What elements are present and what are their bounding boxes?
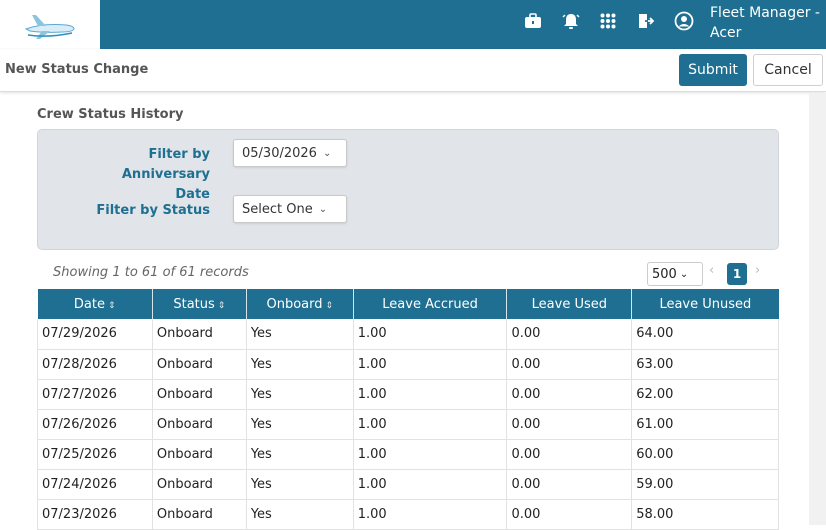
sort-icon: ⇕ [325,300,334,311]
leave-accrued-cell: 1.00 [353,379,508,410]
column-header-onboard[interactable]: Onboard ⇕ [246,289,354,319]
date-cell: 07/27/2026 [37,379,153,410]
airplane-logo-icon [24,14,75,39]
leave-accrued-cell: 1.00 [353,439,508,470]
onboard-cell: Yes [246,439,354,470]
leave-used-cell: 0.00 [506,319,633,350]
table-row[interactable]: 07/27/2026 Onboard Yes 1.00 0.00 62.00 [37,379,779,410]
leave-unused-cell: 62.00 [631,379,779,410]
cancel-button[interactable]: Cancel [753,54,823,86]
status-filter-value: Select One [242,201,313,217]
next-page-icon[interactable]: › [755,263,761,278]
crew-status-table: Date ⇕ Status ⇕ Onboard ⇕ Leave Accrued Lea… [37,289,779,530]
table-row[interactable]: 07/29/2026 Onboard Yes 1.00 0.00 64.00 [37,319,779,350]
leave-used-cell: 0.00 [506,379,633,410]
user-role-label: Fleet Manager - [710,5,820,21]
suitcase-icon[interactable] [523,11,543,31]
chevron-down-icon: ⌄ [679,268,689,280]
leave-unused-cell: 63.00 [631,349,779,380]
date-cell: 07/25/2026 [37,439,153,470]
leave-used-cell: 0.00 [506,439,633,470]
column-header-label: Date [73,296,105,312]
apps-grid-icon[interactable] [598,11,618,31]
alarm-bell-icon[interactable] [561,11,581,31]
page-title: New Status Change [5,62,149,77]
status-cell: Onboard [152,499,247,530]
column-header-status[interactable]: Status ⇕ [152,289,247,319]
section-title: Crew Status History [37,107,184,122]
onboard-cell: Yes [246,469,354,500]
table-row[interactable]: 07/24/2026 Onboard Yes 1.00 0.00 59.00 [37,469,779,500]
user-circle-icon[interactable] [674,11,694,31]
sort-icon: ⇕ [217,300,226,311]
column-header-leave-unused: Leave Unused [631,289,779,319]
leave-accrued-cell: 1.00 [353,349,508,380]
onboard-cell: Yes [246,349,354,380]
top-navbar: Fleet Manager - Acer [0,0,826,49]
column-header-date[interactable]: Date ⇕ [37,289,153,319]
previous-page-icon[interactable]: ‹ [709,263,715,278]
leave-unused-cell: 59.00 [631,469,779,500]
status-filter-select[interactable]: Select One ⌄ [233,195,347,223]
pagination-current-page[interactable]: 1 [727,263,747,285]
status-cell: Onboard [152,469,247,500]
onboard-cell: Yes [246,379,354,410]
user-menu[interactable]: Fleet Manager - Acer [710,3,826,43]
date-cell: 07/24/2026 [37,469,153,500]
table-header-row: Date ⇕ Status ⇕ Onboard ⇕ Leave Accrued Lea… [37,289,779,319]
status-cell: Onboard [152,409,247,440]
status-cell: Onboard [152,439,247,470]
page-size-value: 500 [652,266,677,282]
column-header-label: Onboard [266,296,323,312]
leave-used-cell: 0.00 [506,349,633,380]
page-size-select[interactable]: 500 ⌄ [647,262,703,286]
table-body: 07/29/2026 Onboard Yes 1.00 0.00 64.00 07/28/2… [37,319,779,530]
chevron-down-icon: ⌄ [322,147,332,159]
date-cell: 07/28/2026 [37,349,153,380]
vertical-scrollbar[interactable] [809,93,826,525]
status-cell: Onboard [152,349,247,380]
column-header-leave-accrued: Leave Accrued [353,289,508,319]
onboard-cell: Yes [246,409,354,440]
anniversary-date-value: 05/30/2026 [242,145,317,161]
table-row[interactable]: 07/26/2026 Onboard Yes 1.00 0.00 61.00 [37,409,779,440]
leave-accrued-cell: 1.00 [353,409,508,440]
leave-used-cell: 0.00 [506,409,633,440]
anniversary-label-line2: Date [175,187,210,202]
column-header-leave-used: Leave Used [506,289,633,319]
user-org-label: Acer [710,25,742,41]
submit-button[interactable]: Submit [679,54,747,86]
app-logo[interactable] [0,0,100,49]
page-toolbar: New Status Change Submit Cancel [0,49,826,92]
column-header-label: Leave Used [531,296,607,312]
column-header-label: Leave Unused [659,296,752,312]
chevron-down-icon: ⌄ [318,203,328,215]
table-row[interactable]: 07/23/2026 Onboard Yes 1.00 0.00 58.00 [37,499,779,530]
leave-unused-cell: 60.00 [631,439,779,470]
filter-panel: Filter by Anniversary Date 05/30/2026 ⌄ … [37,129,779,250]
leave-unused-cell: 61.00 [631,409,779,440]
onboard-cell: Yes [246,319,354,350]
date-cell: 07/29/2026 [37,319,153,350]
leave-used-cell: 0.00 [506,469,633,500]
table-row[interactable]: 07/28/2026 Onboard Yes 1.00 0.00 63.00 [37,349,779,380]
date-cell: 07/26/2026 [37,409,153,440]
records-count-text: Showing 1 to 61 of 61 records [53,265,249,280]
status-cell: Onboard [152,319,247,350]
leave-unused-cell: 64.00 [631,319,779,350]
status-filter-label: Filter by Status [96,203,210,218]
anniversary-date-select[interactable]: 05/30/2026 ⌄ [233,139,347,167]
status-cell: Onboard [152,379,247,410]
anniversary-label-line1: Filter by Anniversary [121,147,210,182]
anniversary-filter-label: Filter by Anniversary Date [58,145,210,205]
column-header-label: Status [173,296,215,312]
leave-accrued-cell: 1.00 [353,469,508,500]
table-row[interactable]: 07/25/2026 Onboard Yes 1.00 0.00 60.00 [37,439,779,470]
leave-accrued-cell: 1.00 [353,319,508,350]
logout-icon[interactable] [636,11,656,31]
leave-used-cell: 0.00 [506,499,633,530]
sort-icon: ⇕ [107,300,116,311]
column-header-label: Leave Accrued [382,296,478,312]
